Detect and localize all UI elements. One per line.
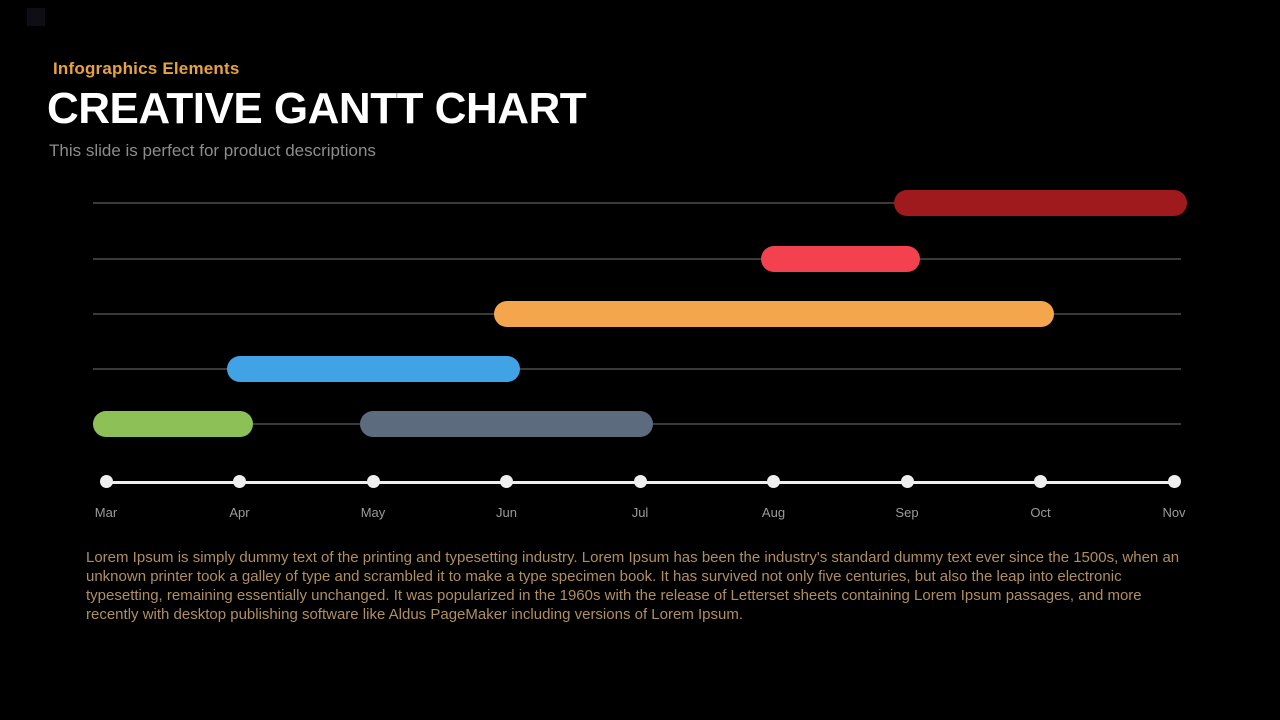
timeline-dot-apr [233,475,246,488]
gantt-bar-task-5-mar-apr [93,411,253,437]
timeline-label-aug: Aug [761,505,786,520]
slide-kicker: Infographics Elements [53,59,240,78]
timeline-dot-aug [767,475,780,488]
gantt-bar-task-4-apr-jun [226,356,520,382]
corner-decoration [27,8,45,26]
slide-subtitle: This slide is perfect for product descri… [49,141,376,160]
timeline-dot-jun [500,475,513,488]
timeline-label-nov: Nov [1162,505,1186,520]
gantt-bar-task-2-aug-sep [760,246,920,272]
timeline-label-oct: Oct [1030,505,1051,520]
page-title: CREATIVE GANTT CHART [47,84,587,133]
gantt-bar-task-3-jun-oct [493,301,1054,327]
slide-description: Lorem Ipsum is simply dummy text of the … [86,549,1180,623]
timeline-dot-may [366,475,380,488]
gantt-gridline-row-4 [93,368,1181,370]
timeline-dot-sep [900,475,914,488]
timeline-label-sep: Sep [895,505,919,520]
gantt-gridline-row-2 [93,258,1181,260]
timeline-label-apr: Apr [229,505,250,520]
timeline-dot-oct [1034,475,1047,488]
timeline-label-jun: Jun [496,505,517,520]
timeline-dot-nov [1167,475,1181,488]
timeline-dot-jul [633,475,647,488]
gantt-bar-task-6-may-jul [360,411,653,437]
timeline-label-jul: Jul [631,505,649,520]
timeline-dot-mar [99,475,113,488]
timeline-label-mar: Mar [94,505,118,520]
gantt-gridline-row-1 [93,202,1181,204]
timeline-label-may: May [360,505,386,520]
gantt-bar-task-1-sep-nov [894,190,1187,216]
